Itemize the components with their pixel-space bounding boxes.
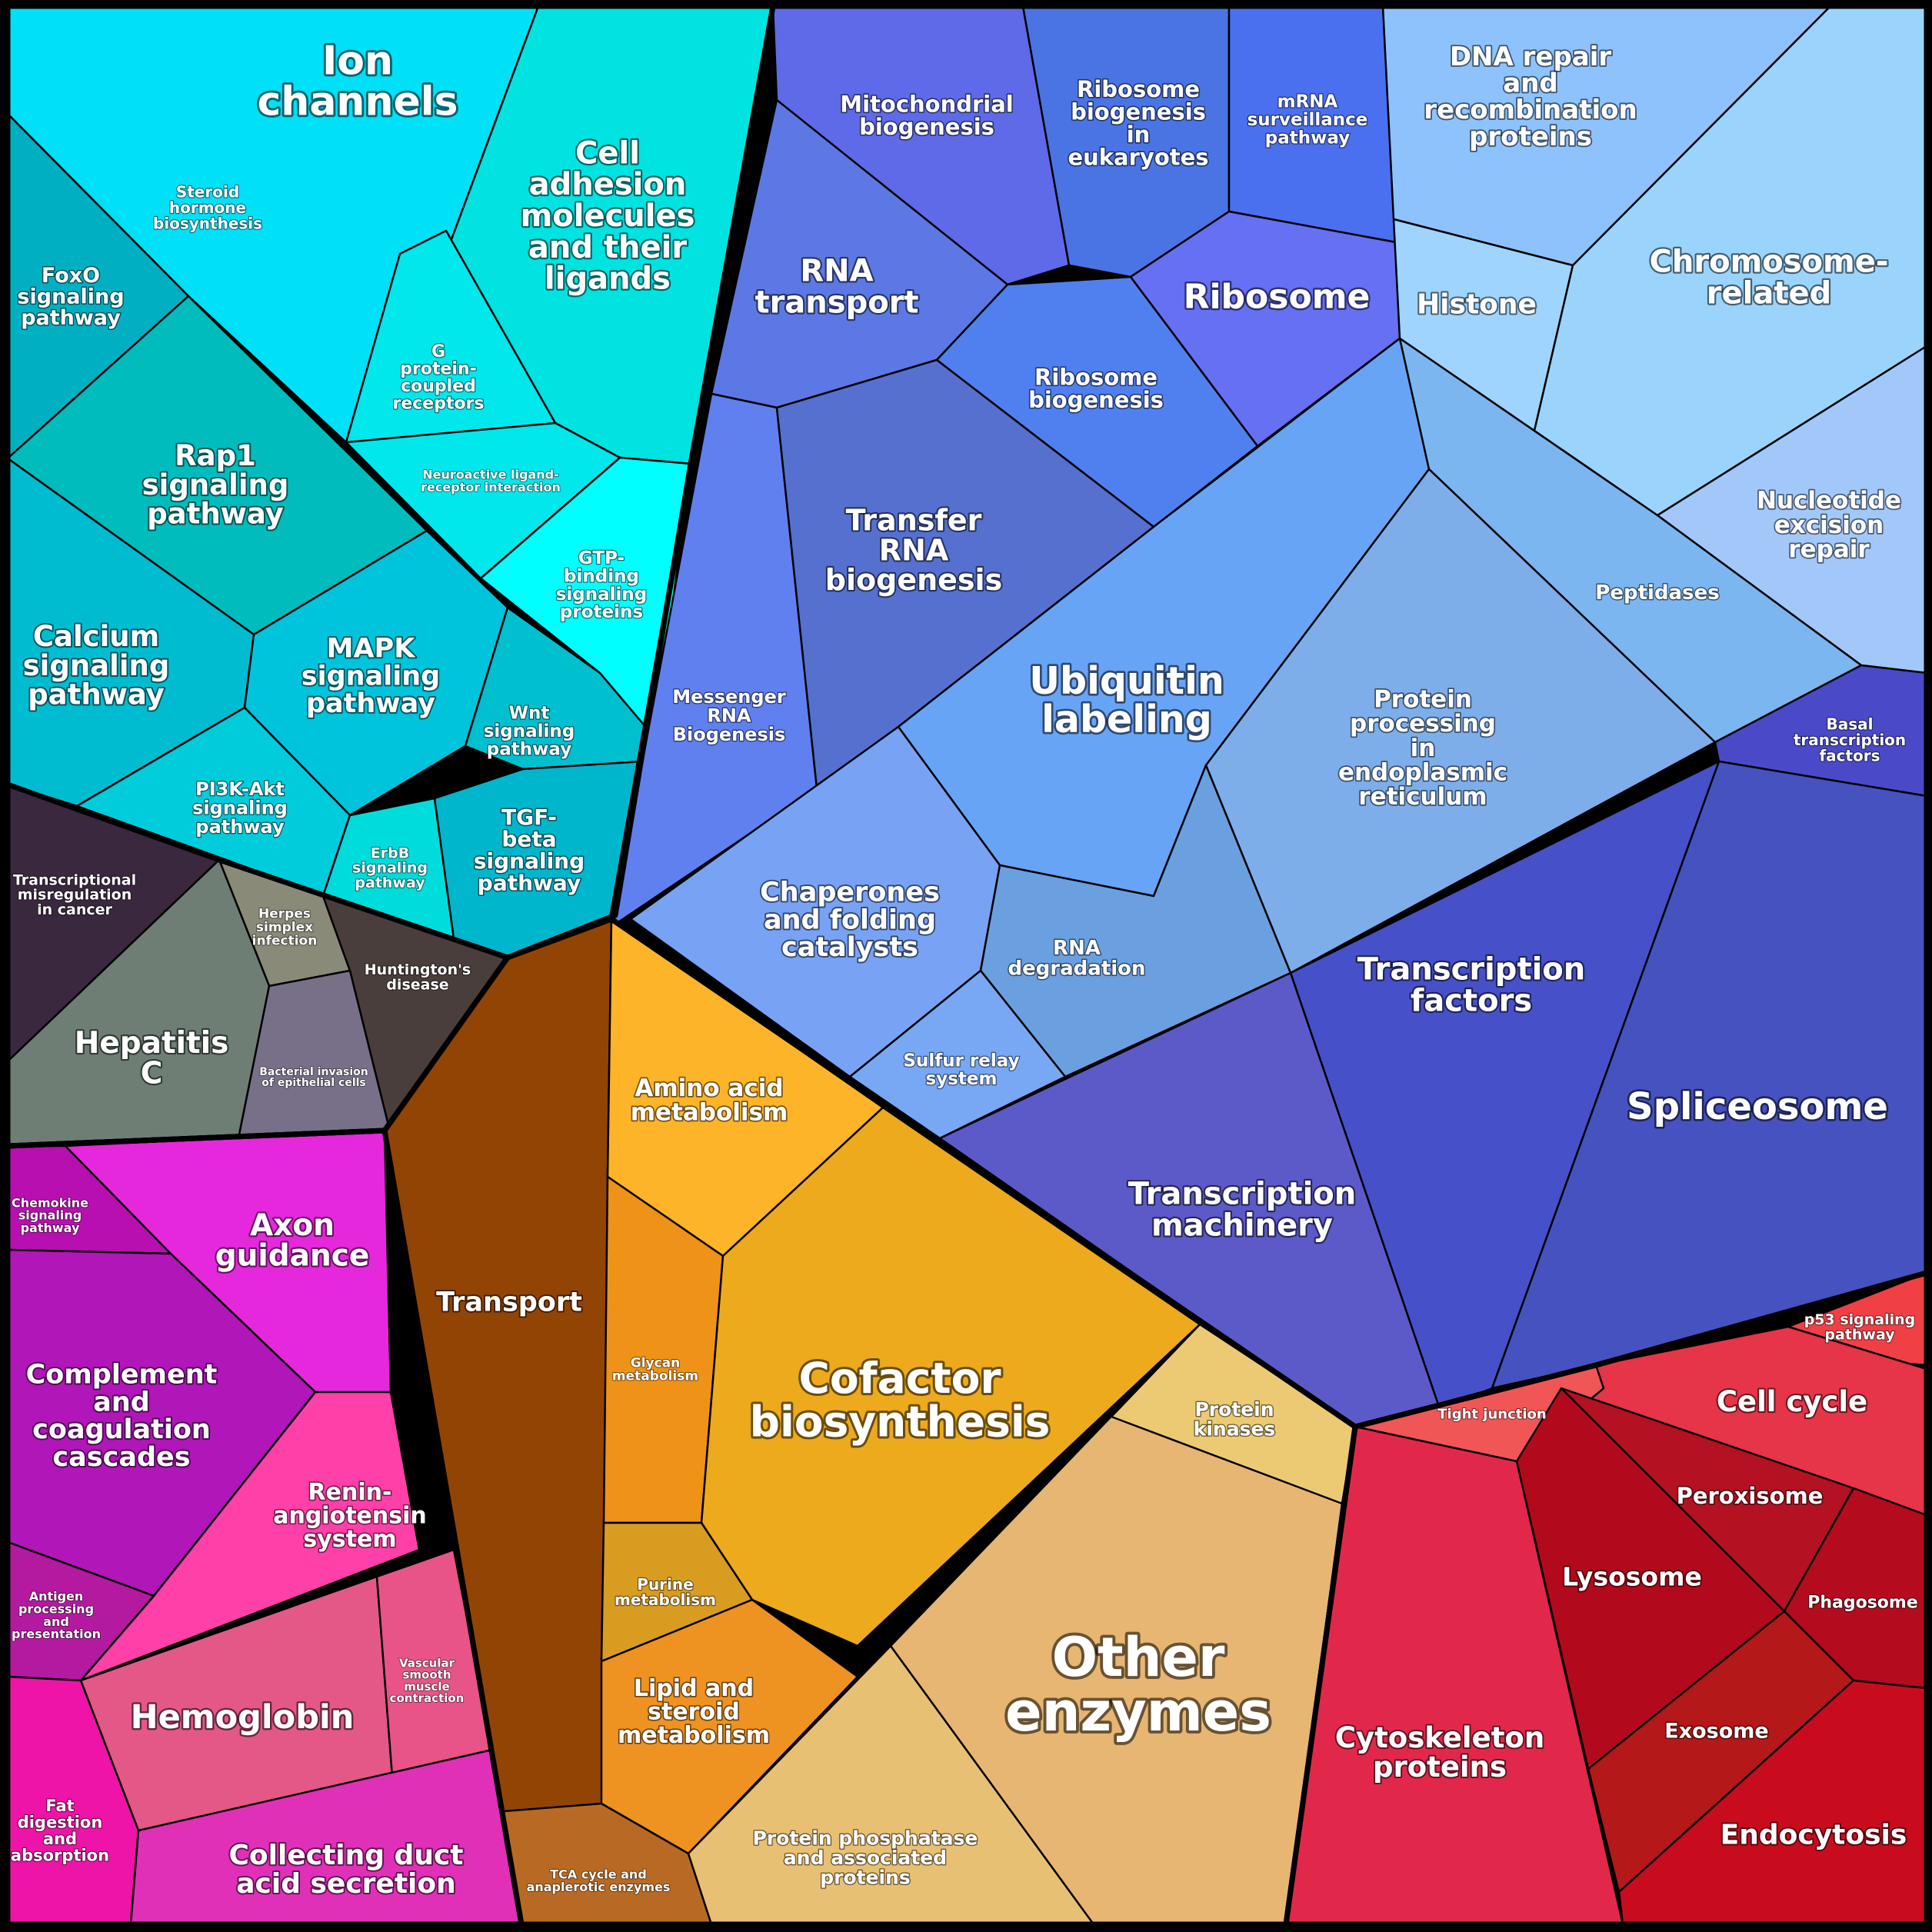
cell-label-neuroactive-ligand-receptor-interaction: Neuroactive ligand-receptor interaction (421, 467, 561, 494)
cell-label-ubiquitin-labeling: Ubiquitin labeling (1029, 659, 1224, 741)
cell-label-mitochondrial-biogenesis: Mitochondrial biogenesis (840, 91, 1014, 140)
cell-label-p53-signaling-pathway: p53 signaling pathway (1804, 1311, 1916, 1343)
cell-label-steroid-hormone-biosynthesis: Steroid hormone biosynthesis (153, 183, 262, 233)
cell-label-collecting-duct-acid-secretion: Collecting duct acid secretion (228, 1840, 463, 1900)
cell-label-huntington-s-disease: Huntington's disease (365, 961, 471, 993)
cell-label-tgf-beta-signaling-pathway: TGF-beta signaling pathway (474, 804, 585, 896)
cell-label-axon-guidance: Axon guidance (215, 1208, 370, 1274)
cell-label-wnt-signaling-pathway: Wnt signaling pathway (484, 704, 575, 760)
cell-label-complement-and-coagulation-cascades: Complement and coagulation cascades (26, 1360, 218, 1473)
cell-label-protein-phosphatase-and-associated-proteins: Protein phosphatase and associated protein… (753, 1827, 978, 1888)
cell-label-spliceosome: Spliceosome (1627, 1085, 1888, 1128)
cell-label-basal-transcription-factors: Basal transcription factors (1794, 715, 1906, 765)
cell-label-cytoskeleton-proteins: Cytoskeleton proteins (1335, 1721, 1544, 1784)
cell-label-antigen-processing-and-presentation: Antigen processing and presentation (12, 1589, 101, 1641)
cell-label-fat-digestion-and-absorption: Fat digestion and absorption (11, 1797, 109, 1864)
cell-label-protein-processing-in-endoplasmic-reticulum: Protein processing in endoplasmic reticulum (1338, 686, 1507, 811)
cell-label-herpes-simplex-infection: Herpes simplex infection (252, 907, 318, 949)
cell-label-renin-angiotensin-system: Renin-angiotensin system (273, 1479, 427, 1553)
cell-label-transcription-factors: Transcription factors (1357, 952, 1585, 1019)
cell-label-histone: Histone (1417, 289, 1537, 321)
cell-label-erbb-signaling-pathway: ErbB signaling pathway (352, 844, 428, 891)
cell-label-tight-junction: Tight junction (1437, 1406, 1546, 1422)
cell-label-transcription-machinery: Transcription machinery (1128, 1177, 1356, 1244)
cell-label-protein-kinases: Protein kinases (1194, 1398, 1276, 1441)
cell-label-glycan-metabolism: Glycan metabolism (612, 1355, 698, 1384)
cell-label-ribosome-biogenesis: Ribosome biogenesis (1028, 364, 1164, 413)
cell-label-other-enzymes: Other enzymes (1005, 1626, 1271, 1744)
cell-label-pi3k-akt-signaling-pathway: PI3K-Akt signaling pathway (192, 778, 288, 838)
cell-label-lysosome: Lysosome (1562, 1562, 1702, 1592)
cell-label-sulfur-relay-system: Sulfur relay system (903, 1051, 1019, 1088)
cell-label-phagosome: Phagosome (1807, 1594, 1918, 1613)
cell-label-mrna-surveillance-pathway: mRNA surveillance pathway (1247, 92, 1368, 148)
cell-label-messenger-rna-biogenesis: Messenger RNA Biogenesis (672, 686, 786, 745)
cell-label-ribosome: Ribosome (1184, 277, 1371, 316)
cell-label-lipid-and-steroid-metabolism: Lipid and steroid metabolism (618, 1675, 770, 1749)
cell-label-peptidases: Peptidases (1595, 581, 1719, 605)
cell-label-cofactor-biosynthesis: Cofactor biosynthesis (750, 1354, 1051, 1446)
cell-label-rna-degradation: RNA degradation (1008, 937, 1145, 981)
cell-label-vascular-smooth-muscle-contraction: Vascular smooth muscle contraction (390, 1656, 465, 1705)
cell-label-chaperones-and-folding-catalysts: Chaperones and folding catalysts (760, 878, 940, 963)
cell-label-hemoglobin: Hemoglobin (131, 1698, 355, 1737)
cell-label-endocytosis: Endocytosis (1720, 1820, 1907, 1851)
cell-label-tca-cycle-and-anaplerotic-enzymes: TCA cycle and anaplerotic enzymes (527, 1867, 671, 1894)
cell-label-nucleotide-excision-repair: Nucleotide excision repair (1757, 487, 1901, 563)
cell-label-transcriptional-misregulation-in-cancer: Transcriptional misregulation in cancer (13, 871, 136, 918)
cell-label-rap1-signaling-pathway: Rap1 signaling pathway (142, 439, 289, 530)
cell-label-mapk-signaling-pathway: MAPK signaling pathway (301, 634, 440, 719)
cells-layer (5, 5, 1928, 1926)
cell-label-dna-repair-and-recombination-proteins: DNA repair and recombination proteins (1424, 42, 1637, 152)
cell-label-amino-acid-metabolism: Amino acid metabolism (631, 1074, 788, 1127)
cell-label-purine-metabolism: Purine metabolism (615, 1575, 716, 1609)
cell-label-bacterial-invasion-of-epithelial-cells: Bacterial invasion of epithelial cells (259, 1066, 368, 1089)
cell-label-cell-cycle: Cell cycle (1717, 1385, 1867, 1418)
cell-label-chemokine-signaling-pathway: Chemokine signaling pathway (12, 1195, 88, 1235)
cell-label-calcium-signaling-pathway: Calcium signaling pathway (23, 620, 170, 711)
cell-label-gtp-binding-signaling-proteins: GTP-binding signaling proteins (556, 548, 648, 622)
cell-label-rna-transport: RNA transport (754, 254, 918, 321)
cell-sulfur-relay-system (848, 969, 1067, 1140)
cell-label-ribosome-biogenesis-in-eukaryotes: Ribosome biogenesis in eukaryotes (1068, 76, 1208, 171)
cell-label-chromosome-related: Chromosome-related (1650, 245, 1889, 311)
cell-label-transfer-rna-biogenesis: Transfer RNA biogenesis (825, 504, 1002, 598)
cell-label-foxo-signaling-pathway: FoxO signaling pathway (17, 264, 124, 330)
cell-label-ion-channels: Ion channels (257, 38, 458, 125)
labels-layer: Ion channels Steroid hormone biosynthesis Cel… (10, 36, 1919, 1901)
cell-label-peroxisome: Peroxisome (1677, 1483, 1824, 1509)
cell-lipid-and-steroid-metabolism (600, 1598, 859, 1855)
cell-label-hepatitis-c: Hepatitis C (75, 1026, 229, 1091)
cell-label-transport: Transport (436, 1287, 582, 1317)
cell-label-cell-adhesion-molecules-and-their-ligands: Cell adhesion molecules and their ligands (521, 135, 695, 296)
cell-label-exosome: Exosome (1664, 1719, 1768, 1743)
